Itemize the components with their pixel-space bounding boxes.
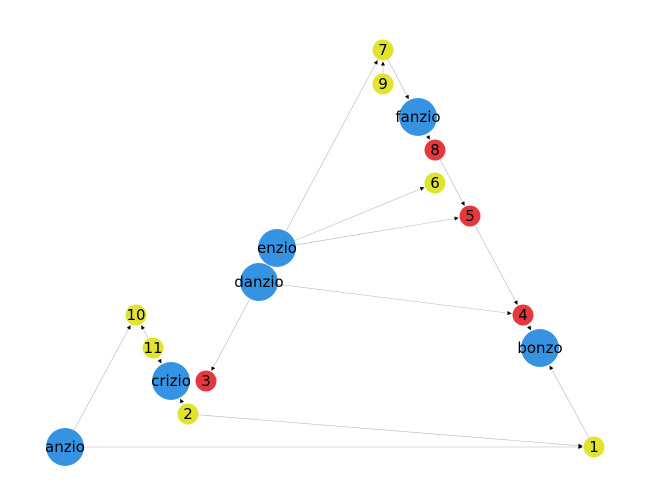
- node-n10: 10: [125, 304, 147, 326]
- edge-n11-to-crizio: [157, 357, 162, 364]
- node-bonzo: bonzo: [517, 329, 563, 367]
- node-circle-n3: [195, 370, 217, 392]
- edge-enzio-to-n5: [295, 216, 459, 246]
- node-n1: 1: [583, 436, 605, 458]
- node-label-anzio: anzio: [45, 438, 85, 456]
- edge-danzio-to-n3: [211, 298, 251, 372]
- node-n9: 9: [372, 73, 394, 95]
- node-circle-n9: [372, 73, 394, 95]
- edge-n2-to-crizio: [179, 398, 184, 405]
- node-circle-enzio: [258, 229, 296, 267]
- edge-fanzio-to-n8: [425, 133, 431, 140]
- edge-anzio-to-n10: [73, 324, 131, 431]
- edge-enzio-to-n6: [294, 187, 425, 242]
- node-label-crizio: crizio: [151, 372, 191, 390]
- edges-layer: [73, 59, 590, 450]
- node-n3: 3: [195, 370, 217, 392]
- edge-n1-to-bonzo: [549, 365, 590, 438]
- edge-n4-to-bonzo: [527, 324, 532, 331]
- node-label-danzio: danzio: [234, 273, 283, 291]
- node-label-n1: 1: [589, 438, 599, 456]
- node-circle-n1: [583, 436, 605, 458]
- node-anzio: anzio: [45, 428, 85, 466]
- edge-n5-to-n4: [474, 225, 518, 306]
- edge-n11-to-n10: [140, 325, 149, 339]
- node-label-n11: 11: [143, 339, 162, 357]
- node-label-fanzio: fanzio: [395, 108, 440, 126]
- node-circle-danzio: [240, 263, 278, 301]
- node-label-n8: 8: [430, 141, 440, 159]
- node-n11: 11: [142, 337, 164, 359]
- node-label-n6: 6: [430, 174, 440, 192]
- node-fanzio: fanzio: [395, 98, 441, 136]
- node-enzio: enzio: [257, 229, 297, 267]
- node-circle-n7: [372, 39, 394, 61]
- node-circle-bonzo: [521, 329, 559, 367]
- node-circle-n10: [125, 304, 147, 326]
- nodes-layer: anziobonzocriziodanzioenziofanzio1234567…: [45, 39, 605, 466]
- node-label-enzio: enzio: [257, 239, 297, 257]
- node-circle-n11: [142, 337, 164, 359]
- node-label-n2: 2: [183, 405, 193, 423]
- node-label-n7: 7: [378, 41, 388, 59]
- edge-enzio-to-n7: [285, 59, 378, 232]
- node-label-n3: 3: [201, 372, 211, 390]
- node-circle-n2: [177, 403, 199, 425]
- node-n2: 2: [177, 403, 199, 425]
- node-label-n4: 4: [518, 306, 528, 324]
- node-circle-n5: [459, 205, 481, 227]
- edge-danzio-to-n4: [277, 284, 512, 316]
- node-danzio: danzio: [234, 263, 284, 301]
- node-n6: 6: [424, 172, 446, 194]
- edge-n8-to-n5: [439, 159, 465, 206]
- node-n4: 4: [512, 304, 534, 326]
- node-n8: 8: [424, 139, 446, 161]
- node-label-n5: 5: [465, 207, 475, 225]
- node-circle-n6: [424, 172, 446, 194]
- node-circle-fanzio: [399, 98, 437, 136]
- node-circle-n8: [424, 139, 446, 161]
- node-n7: 7: [372, 39, 394, 61]
- node-circle-n4: [512, 304, 534, 326]
- node-circle-anzio: [46, 428, 84, 466]
- edge-n7-to-fanzio: [387, 59, 410, 100]
- node-crizio: crizio: [151, 362, 191, 400]
- node-label-bonzo: bonzo: [517, 339, 562, 357]
- node-n5: 5: [459, 205, 481, 227]
- node-circle-crizio: [152, 362, 190, 400]
- node-label-n10: 10: [126, 306, 145, 324]
- node-label-n9: 9: [378, 75, 388, 93]
- edge-n2-to-n1: [198, 414, 583, 448]
